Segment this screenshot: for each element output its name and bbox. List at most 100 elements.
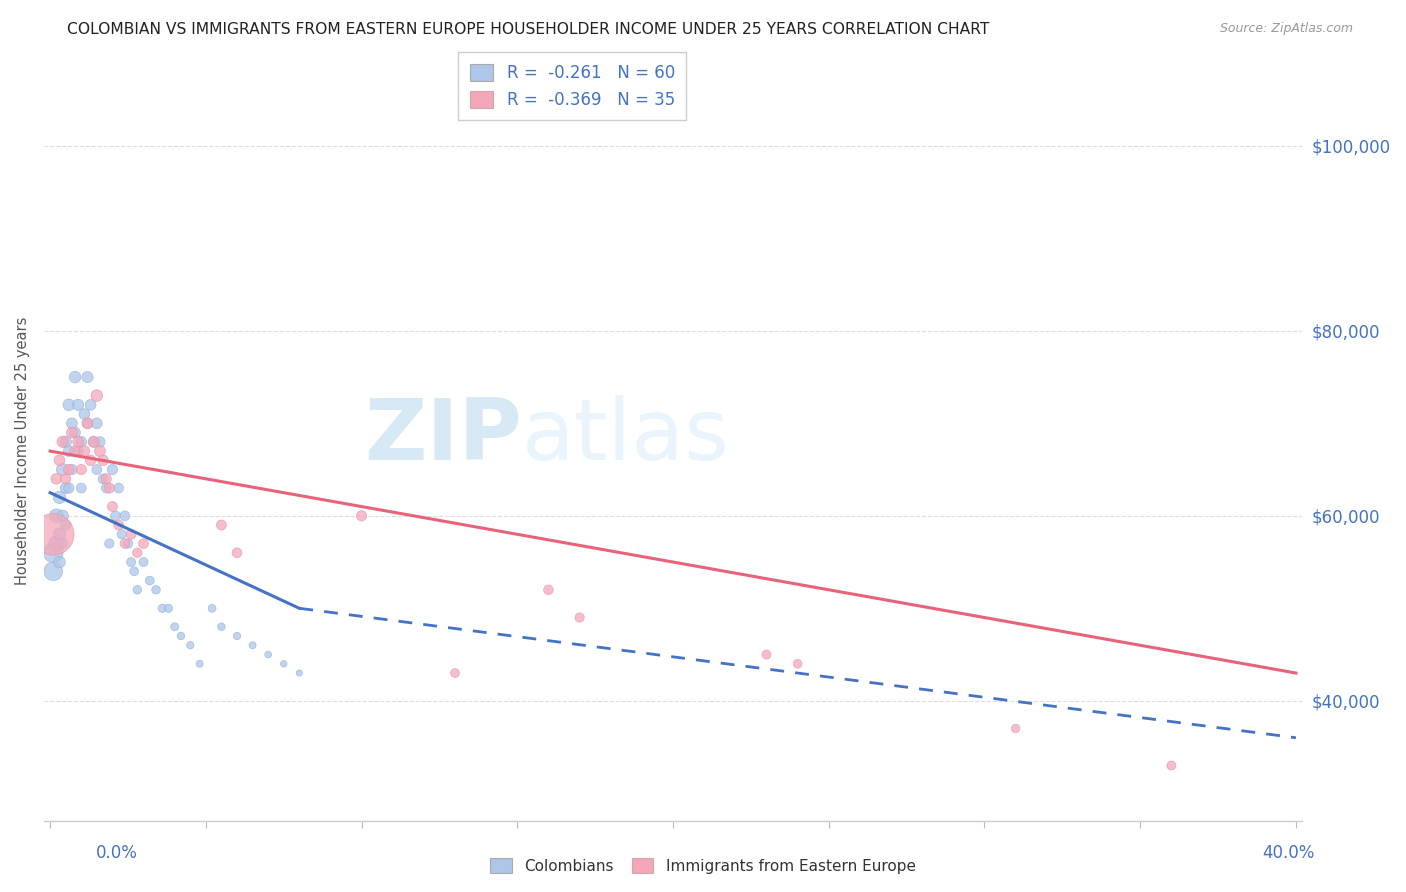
- Point: [48, 491, 70, 505]
- Point: [350, 508, 373, 523]
- Point: [568, 610, 591, 624]
- Point: [226, 546, 249, 560]
- Point: [188, 657, 211, 671]
- Point: [111, 527, 134, 541]
- Text: Source: ZipAtlas.com: Source: ZipAtlas.com: [1219, 22, 1353, 36]
- Point: [60, 425, 83, 440]
- Point: [96, 481, 118, 495]
- Point: [70, 481, 93, 495]
- Point: [83, 434, 105, 449]
- Legend: R =  -0.261   N = 60, R =  -0.369   N = 35: R = -0.261 N = 60, R = -0.369 N = 35: [458, 53, 686, 120]
- Point: [226, 629, 249, 643]
- Legend: Colombians, Immigrants from Eastern Europe: Colombians, Immigrants from Eastern Euro…: [484, 852, 922, 880]
- Point: [145, 582, 167, 597]
- Point: [76, 417, 98, 431]
- Point: [117, 536, 139, 550]
- Point: [98, 481, 121, 495]
- Point: [1160, 758, 1182, 772]
- Y-axis label: Householder Income Under 25 years: Householder Income Under 25 years: [15, 317, 30, 585]
- Point: [89, 444, 111, 458]
- Point: [63, 425, 86, 440]
- Point: [79, 398, 101, 412]
- Point: [55, 481, 77, 495]
- Point: [58, 398, 80, 412]
- Point: [157, 601, 180, 615]
- Point: [52, 434, 75, 449]
- Point: [101, 462, 124, 476]
- Point: [242, 638, 264, 652]
- Point: [444, 666, 467, 681]
- Point: [70, 434, 93, 449]
- Point: [209, 518, 232, 533]
- Point: [122, 564, 145, 578]
- Point: [201, 601, 224, 615]
- Point: [48, 555, 70, 569]
- Point: [96, 472, 118, 486]
- Point: [52, 462, 75, 476]
- Point: [55, 472, 77, 486]
- Point: [70, 462, 93, 476]
- Point: [537, 582, 560, 597]
- Point: [288, 666, 311, 681]
- Point: [55, 518, 77, 533]
- Text: 0.0%: 0.0%: [96, 844, 138, 862]
- Text: atlas: atlas: [522, 395, 730, 478]
- Point: [58, 462, 80, 476]
- Point: [52, 508, 75, 523]
- Point: [104, 508, 127, 523]
- Point: [86, 388, 108, 402]
- Point: [76, 370, 98, 384]
- Text: 40.0%: 40.0%: [1263, 844, 1315, 862]
- Point: [755, 648, 778, 662]
- Point: [63, 370, 86, 384]
- Point: [42, 564, 65, 578]
- Text: ZIP: ZIP: [364, 395, 522, 478]
- Point: [127, 546, 149, 560]
- Point: [170, 629, 193, 643]
- Point: [98, 536, 121, 550]
- Point: [91, 472, 114, 486]
- Point: [58, 481, 80, 495]
- Point: [107, 518, 129, 533]
- Point: [73, 407, 96, 421]
- Point: [45, 472, 67, 486]
- Point: [58, 444, 80, 458]
- Point: [120, 555, 142, 569]
- Point: [45, 536, 67, 550]
- Point: [42, 546, 65, 560]
- Point: [45, 508, 67, 523]
- Text: COLOMBIAN VS IMMIGRANTS FROM EASTERN EUROPE HOUSEHOLDER INCOME UNDER 25 YEARS CO: COLOMBIAN VS IMMIGRANTS FROM EASTERN EUR…: [67, 22, 990, 37]
- Point: [52, 536, 75, 550]
- Point: [163, 620, 186, 634]
- Point: [67, 444, 90, 458]
- Point: [63, 444, 86, 458]
- Point: [79, 453, 101, 467]
- Point: [91, 453, 114, 467]
- Point: [786, 657, 808, 671]
- Point: [127, 582, 149, 597]
- Point: [257, 648, 280, 662]
- Point: [86, 462, 108, 476]
- Point: [48, 453, 70, 467]
- Point: [48, 527, 70, 541]
- Point: [132, 536, 155, 550]
- Point: [209, 620, 232, 634]
- Point: [132, 555, 155, 569]
- Point: [60, 462, 83, 476]
- Point: [89, 434, 111, 449]
- Point: [273, 657, 295, 671]
- Point: [83, 434, 105, 449]
- Point: [107, 481, 129, 495]
- Point: [73, 444, 96, 458]
- Point: [101, 500, 124, 514]
- Point: [179, 638, 201, 652]
- Point: [67, 398, 90, 412]
- Point: [120, 527, 142, 541]
- Point: [150, 601, 173, 615]
- Point: [67, 434, 90, 449]
- Point: [76, 417, 98, 431]
- Point: [42, 527, 65, 541]
- Point: [114, 508, 136, 523]
- Point: [1004, 722, 1026, 736]
- Point: [55, 434, 77, 449]
